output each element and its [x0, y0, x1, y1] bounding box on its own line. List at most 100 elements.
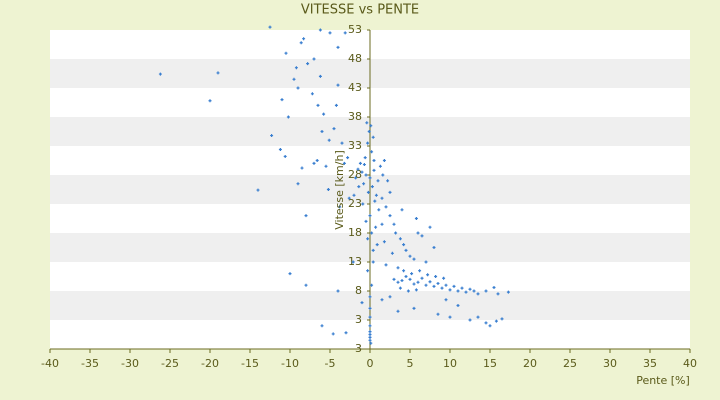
data-point [500, 317, 504, 321]
data-point [315, 159, 319, 162]
data-point [375, 243, 379, 247]
data-point [363, 156, 367, 160]
data-point [412, 282, 416, 286]
data-point [418, 269, 422, 273]
data-point [506, 290, 510, 294]
y-tick-label: 3 [355, 313, 362, 326]
data-point [372, 168, 376, 172]
data-point [424, 283, 428, 287]
x-tick-label: -30 [121, 357, 139, 370]
data-point [370, 283, 374, 287]
data-point [371, 135, 375, 139]
data-point [370, 150, 374, 154]
y-tick-label: 8 [355, 284, 362, 297]
data-point [320, 324, 324, 328]
data-point [299, 41, 303, 45]
data-point [331, 332, 335, 336]
data-point [432, 284, 436, 288]
data-point [370, 231, 374, 235]
data-point [444, 283, 448, 287]
data-point [369, 124, 373, 128]
data-point [371, 260, 375, 264]
data-point [388, 214, 392, 218]
data-point [361, 202, 365, 206]
data-point [394, 231, 398, 235]
data-point [396, 309, 400, 313]
y-tick-label: 33 [348, 139, 362, 152]
data-point [380, 298, 384, 302]
y-tick-label: 13 [348, 255, 362, 268]
data-point [414, 217, 418, 220]
data-point [342, 161, 346, 165]
data-point [278, 147, 282, 151]
data-point [406, 289, 410, 293]
y-tick-label: 48 [348, 52, 362, 65]
data-point [496, 292, 500, 296]
data-point [440, 286, 444, 290]
data-point [364, 219, 368, 223]
data-point [352, 193, 356, 197]
data-point [416, 231, 420, 235]
data-point [332, 127, 336, 131]
data-point [366, 237, 370, 241]
data-point [354, 176, 358, 180]
data-point [368, 295, 372, 299]
data-point [460, 286, 464, 290]
data-point [360, 301, 364, 305]
data-point [338, 205, 342, 209]
data-point [368, 306, 372, 310]
data-point [373, 199, 377, 203]
y-tick-label: 28 [348, 168, 362, 181]
x-axis-label: Pente [%] [636, 374, 690, 387]
data-point [356, 167, 360, 171]
data-point [296, 182, 300, 186]
data-point [370, 185, 374, 189]
data-point [320, 130, 324, 133]
data-point [362, 182, 366, 186]
data-point [398, 237, 402, 241]
data-point [366, 269, 370, 273]
data-point [476, 315, 480, 319]
data-point [284, 51, 288, 55]
data-point [364, 173, 368, 177]
data-point [378, 164, 382, 168]
data-point [377, 208, 381, 212]
data-point [456, 289, 460, 293]
data-point [268, 25, 272, 29]
x-tick-label: 35 [643, 357, 657, 370]
x-tick-label: 30 [603, 357, 617, 370]
data-point [360, 170, 364, 174]
data-point [216, 71, 220, 75]
data-point [304, 283, 308, 287]
data-point [426, 273, 430, 277]
data-point [366, 141, 370, 145]
data-point [468, 318, 472, 322]
data-point [371, 248, 375, 252]
data-point [436, 281, 440, 285]
data-point [336, 289, 340, 293]
x-tick-label: 15 [483, 357, 497, 370]
data-point [404, 248, 408, 252]
data-point [334, 103, 338, 107]
data-point [286, 115, 290, 119]
x-tick-label: -15 [241, 357, 259, 370]
data-point [344, 331, 348, 335]
data-point [390, 251, 394, 255]
data-point [374, 225, 378, 229]
y-axis-label: Vitesse [km/h] [333, 150, 346, 230]
data-point [448, 315, 452, 319]
data-point [336, 83, 340, 87]
data-point [408, 277, 412, 281]
y-tick-label: 43 [348, 81, 362, 94]
data-point [324, 164, 328, 168]
data-point [436, 312, 440, 316]
data-point [368, 324, 372, 328]
data-point [432, 246, 436, 249]
data-point [292, 77, 296, 81]
data-point [312, 161, 316, 165]
data-point [256, 188, 260, 192]
data-point [380, 222, 384, 226]
data-point [310, 92, 314, 96]
data-point [346, 156, 350, 160]
